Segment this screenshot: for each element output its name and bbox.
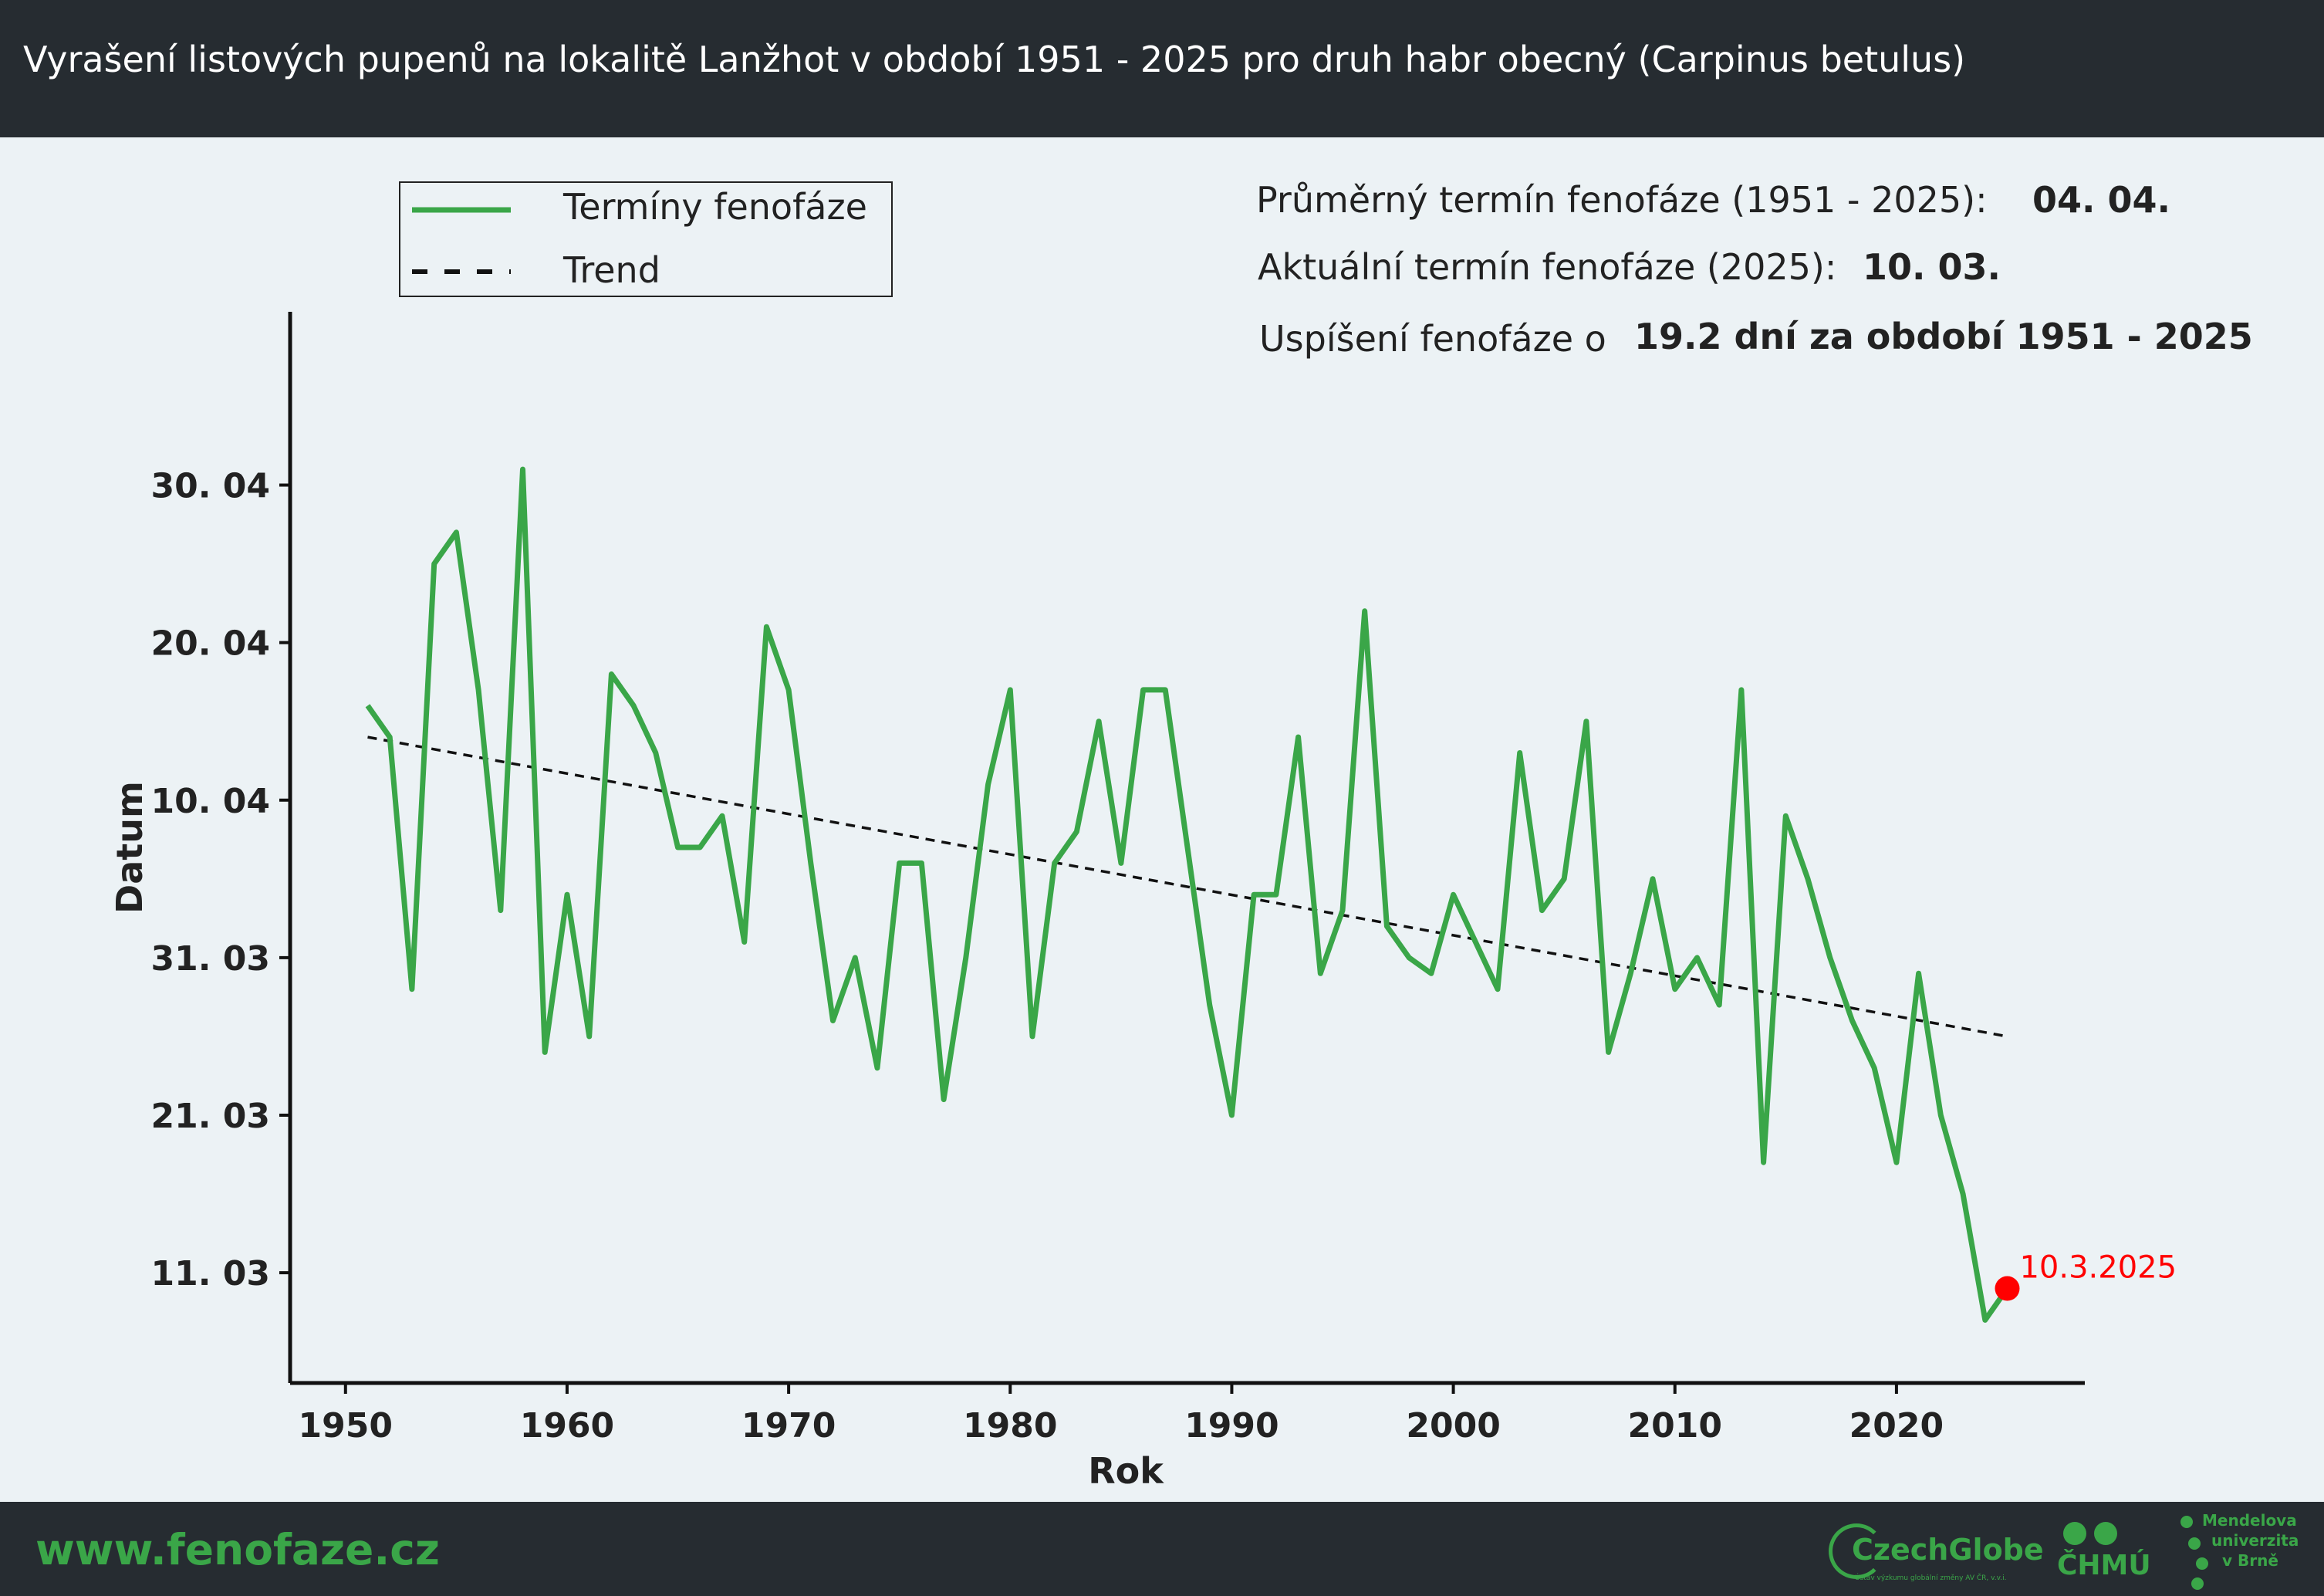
- y-tick-label: 30. 04: [151, 467, 271, 506]
- y-tick-label: 31. 03: [151, 939, 271, 979]
- x-tick-label: 2010: [1628, 1406, 1722, 1446]
- trend-line: [367, 735, 2008, 1038]
- y-tick-label: 20. 04: [151, 624, 271, 664]
- x-tick-label: 1970: [741, 1406, 836, 1446]
- stat-shift-value: 19.2 dní za období 1951 - 2025: [1634, 316, 2253, 357]
- y-tick-label: 10. 04: [151, 782, 271, 821]
- x-tick-label: 2020: [1849, 1406, 1944, 1446]
- chmu-logo[interactable]: ČHMÚ: [2057, 1514, 2151, 1591]
- mendel-university-logo[interactable]: Mendelova univerzita v Brně: [2179, 1511, 2318, 1591]
- mendel-dot-icon: [2188, 1537, 2201, 1550]
- x-axis-ticks: 1950 1960 1970 1980 1990 2000 2010 2020: [299, 1383, 1944, 1446]
- current-year-marker: [1995, 1276, 2020, 1301]
- legend-label-trend: Trend: [562, 249, 660, 291]
- y-axis-label: Datum: [109, 781, 150, 914]
- site-url-link[interactable]: www.fenofaze.cz: [35, 1525, 440, 1574]
- page-title: Vyrašení listových pupenů na lokalitě La…: [23, 39, 1966, 80]
- mendel-dot-icon: [2191, 1577, 2204, 1590]
- y-axis-ticks: 11. 03 21. 03 31. 03 10. 04 20. 04 30. 04: [151, 467, 290, 1293]
- stat-average-label: Průměrný termín fenofáze (1951 - 2025):: [1256, 179, 1988, 221]
- current-year-annotation: 10.3.2025: [2019, 1250, 2177, 1286]
- y-tick-label: 11. 03: [151, 1254, 271, 1293]
- czechglobe-ring-icon: [1829, 1523, 1884, 1579]
- stats-panel: Průměrný termín fenofáze (1951 - 2025): …: [1256, 179, 2253, 360]
- x-tick-label: 1980: [963, 1406, 1057, 1446]
- stat-average-value: 04. 04.: [2032, 179, 2170, 221]
- chmu-dot-icon: [2094, 1522, 2117, 1545]
- legend-label-series: Termíny fenofáze: [562, 186, 867, 228]
- header-bar: Vyrašení listových pupenů na lokalitě La…: [0, 0, 2324, 137]
- chmu-dot-icon: [2063, 1522, 2086, 1545]
- stat-current-label: Aktuální termín fenofáze (2025):: [1258, 246, 1836, 288]
- stat-current-value: 10. 03.: [1863, 246, 2001, 288]
- mendel-dot-icon: [2180, 1516, 2193, 1528]
- x-tick-label: 1990: [1184, 1406, 1279, 1446]
- x-tick-label: 2000: [1406, 1406, 1500, 1446]
- x-axis-label: Rok: [1088, 1450, 1164, 1492]
- x-tick-label: 1950: [299, 1406, 393, 1446]
- mendel-dot-icon: [2196, 1557, 2208, 1570]
- legend-box: [399, 181, 893, 297]
- legend: Termíny fenofáze Trend: [399, 181, 893, 297]
- x-tick-label: 1960: [520, 1406, 614, 1446]
- footer-bar: www.fenofaze.cz CzechGlobe Ústav výzkumu…: [0, 1502, 2324, 1596]
- stat-shift-label: Uspíšení fenofáze o: [1259, 318, 1606, 360]
- y-tick-label: 21. 03: [151, 1097, 271, 1136]
- series-line-phenophase-dates: [365, 466, 2010, 1323]
